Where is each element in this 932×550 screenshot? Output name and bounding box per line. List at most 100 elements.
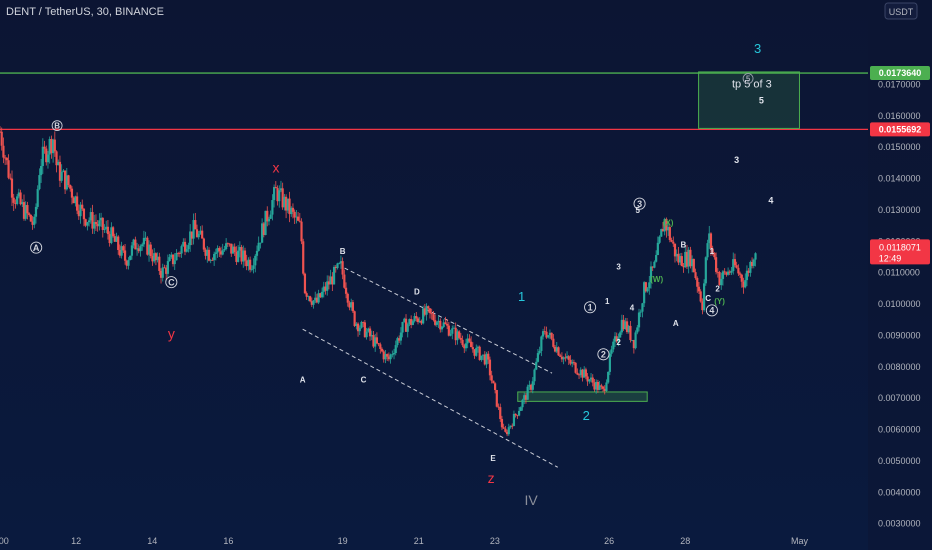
candle-body bbox=[221, 250, 224, 255]
candle-body bbox=[435, 322, 438, 325]
candle-body bbox=[4, 157, 7, 159]
candle-body bbox=[187, 245, 190, 250]
candle-body bbox=[151, 256, 154, 262]
y-tick-label: 0.0050000 bbox=[878, 456, 921, 466]
candle-body bbox=[482, 354, 485, 356]
wave-label: 2 bbox=[601, 349, 606, 359]
candle-body bbox=[531, 381, 534, 390]
candle-body bbox=[608, 353, 611, 372]
candle-body bbox=[449, 333, 452, 336]
candle-body bbox=[612, 341, 615, 350]
candle-body bbox=[704, 257, 707, 284]
candle-body bbox=[740, 274, 743, 282]
wave-label: 1 bbox=[518, 289, 525, 304]
wave-label: 1 bbox=[588, 302, 593, 312]
candle-body bbox=[636, 327, 639, 333]
candle-body bbox=[87, 220, 91, 223]
currency-button[interactable]: USDT bbox=[884, 2, 918, 20]
candle-body bbox=[213, 253, 216, 260]
candle-body bbox=[663, 218, 666, 232]
candle-body bbox=[75, 196, 79, 211]
candle-body bbox=[629, 325, 632, 341]
candle-body bbox=[159, 270, 163, 278]
candle-body bbox=[451, 328, 454, 334]
candle-body bbox=[706, 243, 709, 258]
candle-body bbox=[173, 260, 176, 265]
candle-body bbox=[543, 331, 546, 332]
candle-body bbox=[715, 257, 718, 272]
candle-body bbox=[377, 343, 380, 345]
candle-body bbox=[694, 272, 697, 279]
candle-body bbox=[416, 318, 420, 323]
y-tick-label: 0.0100000 bbox=[878, 299, 921, 309]
candle-body bbox=[557, 347, 560, 356]
candle-body bbox=[307, 296, 310, 298]
candle-body bbox=[7, 160, 10, 178]
candle-body bbox=[62, 170, 65, 172]
candle-body bbox=[230, 243, 233, 254]
candle-body bbox=[454, 327, 457, 341]
candle-body bbox=[410, 319, 413, 325]
candle-body bbox=[661, 229, 665, 232]
candle-body bbox=[679, 256, 682, 263]
candle-body bbox=[293, 211, 296, 218]
wave-label: 1 bbox=[605, 297, 610, 306]
candle-body bbox=[338, 263, 341, 265]
candle-body bbox=[177, 252, 180, 254]
candle-body bbox=[603, 388, 606, 391]
wave-label: x bbox=[273, 159, 280, 175]
candle-body bbox=[562, 357, 565, 360]
candle-body bbox=[242, 250, 245, 262]
candle-body bbox=[194, 220, 197, 230]
candle-body bbox=[74, 196, 77, 204]
candle-body bbox=[380, 348, 384, 352]
y-tick-label: 0.0040000 bbox=[878, 487, 921, 497]
candle-body bbox=[406, 324, 409, 332]
candle-body bbox=[279, 188, 283, 191]
candle-body bbox=[391, 354, 394, 356]
wave-circle bbox=[584, 301, 597, 314]
candle-body bbox=[170, 254, 173, 258]
candle-body bbox=[178, 253, 181, 255]
candle-body bbox=[31, 221, 34, 225]
candle-body bbox=[665, 218, 668, 231]
candle-body bbox=[468, 338, 471, 342]
resistance-price-label: 0.0155692 bbox=[879, 124, 922, 134]
candle-body bbox=[492, 380, 495, 384]
candle-body bbox=[267, 218, 271, 222]
candle-body bbox=[500, 418, 504, 428]
candle-body bbox=[99, 217, 103, 221]
candle-body bbox=[156, 256, 159, 261]
wave-label: 1 bbox=[710, 247, 715, 256]
candle-body bbox=[276, 188, 279, 202]
candle-body bbox=[677, 253, 680, 263]
candle-body bbox=[548, 332, 552, 336]
candle-body bbox=[425, 306, 428, 315]
candle-body bbox=[521, 399, 524, 408]
candle-body bbox=[154, 253, 157, 261]
candle-body bbox=[141, 244, 144, 247]
candle-body bbox=[519, 407, 522, 411]
candle-body bbox=[418, 320, 421, 323]
candle-body bbox=[646, 288, 649, 292]
candle-body bbox=[470, 341, 473, 348]
candle-body bbox=[273, 187, 276, 201]
candle-body bbox=[360, 322, 363, 328]
candle-body bbox=[72, 197, 75, 204]
candle-body bbox=[0, 131, 3, 146]
candle-body bbox=[339, 261, 343, 264]
candle-body bbox=[28, 213, 31, 215]
candle-body bbox=[422, 308, 425, 324]
candle-body bbox=[283, 196, 286, 208]
candle-body bbox=[711, 248, 714, 253]
candle-body bbox=[471, 347, 474, 350]
candle-body bbox=[514, 413, 517, 416]
y-tick-label: 0.0140000 bbox=[878, 174, 921, 184]
candle-body bbox=[648, 282, 651, 289]
candle-body bbox=[262, 223, 265, 236]
candle-body bbox=[353, 311, 356, 326]
candle-body bbox=[300, 221, 303, 242]
y-tick-label: 0.0170000 bbox=[878, 79, 921, 89]
candle-body bbox=[430, 313, 433, 315]
